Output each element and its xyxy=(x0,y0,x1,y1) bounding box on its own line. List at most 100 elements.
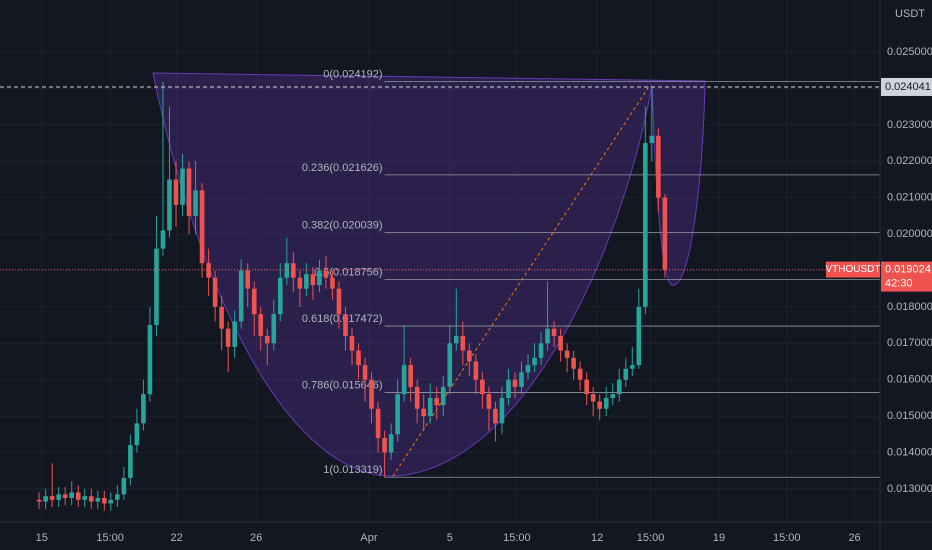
candle-body xyxy=(597,401,603,409)
y-tick-label: 0.014000 xyxy=(887,446,932,458)
y-tick-label: 0.016000 xyxy=(887,374,932,386)
candle-body xyxy=(382,437,387,453)
symbol-box xyxy=(826,261,880,278)
y-tick-label: 0.017000 xyxy=(887,337,932,349)
fib-label: 0.786(0.015646) xyxy=(302,379,383,391)
candle-body xyxy=(551,328,557,336)
x-tick-label: 22 xyxy=(171,532,183,544)
candle-body xyxy=(180,168,185,205)
axes: 0.013000 0.014000 0.015000 0.016000 0.017000… xyxy=(0,46,932,544)
candle-body xyxy=(486,394,492,409)
y-tick-label: 0.023000 xyxy=(887,119,932,131)
candle-body xyxy=(330,277,335,289)
candle-body xyxy=(115,494,120,500)
candle-body xyxy=(101,497,107,504)
candle-body xyxy=(206,263,211,278)
countdown: 42:30 xyxy=(885,277,913,289)
candle-body xyxy=(473,361,479,380)
candle-body xyxy=(154,248,159,326)
candle-body xyxy=(219,306,224,329)
candle-body xyxy=(147,325,153,395)
candle-body xyxy=(643,143,648,307)
candle-body xyxy=(343,314,348,336)
candle-body xyxy=(656,135,661,198)
candles xyxy=(36,81,668,511)
candle-body xyxy=(545,328,550,344)
candle-body xyxy=(375,408,381,438)
candle-body xyxy=(88,496,94,502)
candle-body xyxy=(571,357,576,369)
candle-body xyxy=(258,314,264,336)
candle-body xyxy=(336,288,342,315)
candle-body xyxy=(304,274,309,289)
candle-body xyxy=(271,314,277,344)
candle-body xyxy=(453,335,459,344)
candle-body xyxy=(519,372,524,387)
candle-body xyxy=(49,496,55,500)
candle-body xyxy=(499,397,505,424)
y-tick-label: 0.018000 xyxy=(887,301,932,313)
candle-body xyxy=(538,343,544,358)
fib-label: 1(0.013319) xyxy=(323,464,382,476)
candle-body xyxy=(434,397,440,406)
candle-body xyxy=(532,357,537,366)
last-price: 0.019024 xyxy=(885,263,931,275)
fib-label: 0.618(0.017472) xyxy=(302,313,383,325)
candle-body xyxy=(134,423,140,446)
crosshair-price: 0.024041 xyxy=(885,81,931,93)
candle-body xyxy=(467,350,472,362)
candle-body xyxy=(108,499,114,504)
x-tick-label: 19 xyxy=(713,532,725,544)
x-tick-label: 15 xyxy=(36,532,48,544)
cup-pattern xyxy=(152,72,706,477)
candle-body xyxy=(401,365,407,395)
candle-body xyxy=(623,368,629,380)
candle-body xyxy=(297,277,303,289)
candle-body xyxy=(193,190,198,216)
grid xyxy=(0,0,880,522)
candle-body xyxy=(95,497,101,502)
x-tick-label: 15:00 xyxy=(96,532,124,544)
fib-label: 0.5(0.018756) xyxy=(314,266,383,278)
candle-body xyxy=(232,321,237,347)
candle-body xyxy=(427,397,433,417)
fib-retracement: 0(0.024192) 0.236(0.021626) 0.382(0.020039… xyxy=(302,68,880,478)
candle-body xyxy=(506,379,511,398)
candle-body xyxy=(440,386,446,406)
crosshair-price-box xyxy=(881,77,932,96)
candle-body xyxy=(160,230,166,249)
candle-body xyxy=(128,445,133,478)
candle-body xyxy=(310,274,316,286)
candle-body xyxy=(558,335,563,351)
candle-body xyxy=(349,335,355,351)
candle-body xyxy=(291,263,296,278)
candle-body xyxy=(264,335,270,344)
y-tick-label: 0.020000 xyxy=(887,228,932,240)
x-tick-label: 15:00 xyxy=(503,532,531,544)
y-tick-label: 0.013000 xyxy=(887,483,932,495)
candle-body xyxy=(610,394,616,398)
candle-body xyxy=(141,394,146,424)
candle-body xyxy=(447,343,453,387)
candle-body xyxy=(251,288,257,315)
candle-body xyxy=(356,350,361,366)
y-tick-label: 0.021000 xyxy=(887,192,932,204)
candle-body xyxy=(186,168,192,216)
candle-body xyxy=(590,394,596,402)
candle-body xyxy=(512,379,518,387)
candle-body xyxy=(75,492,81,500)
candle-body xyxy=(167,179,172,231)
x-tick-label: 5 xyxy=(447,532,453,544)
candle-body xyxy=(362,365,368,380)
candle-body xyxy=(238,270,244,322)
candle-body xyxy=(369,379,374,409)
y-tick-label: 0.025000 xyxy=(887,46,932,58)
candle-body xyxy=(323,270,329,278)
candle-body xyxy=(493,408,498,424)
x-tick-label: Apr xyxy=(360,532,377,544)
currency: USDT xyxy=(895,8,925,20)
x-tick-label: 26 xyxy=(848,532,860,544)
candle-body xyxy=(525,365,531,373)
candle-body xyxy=(69,492,75,498)
